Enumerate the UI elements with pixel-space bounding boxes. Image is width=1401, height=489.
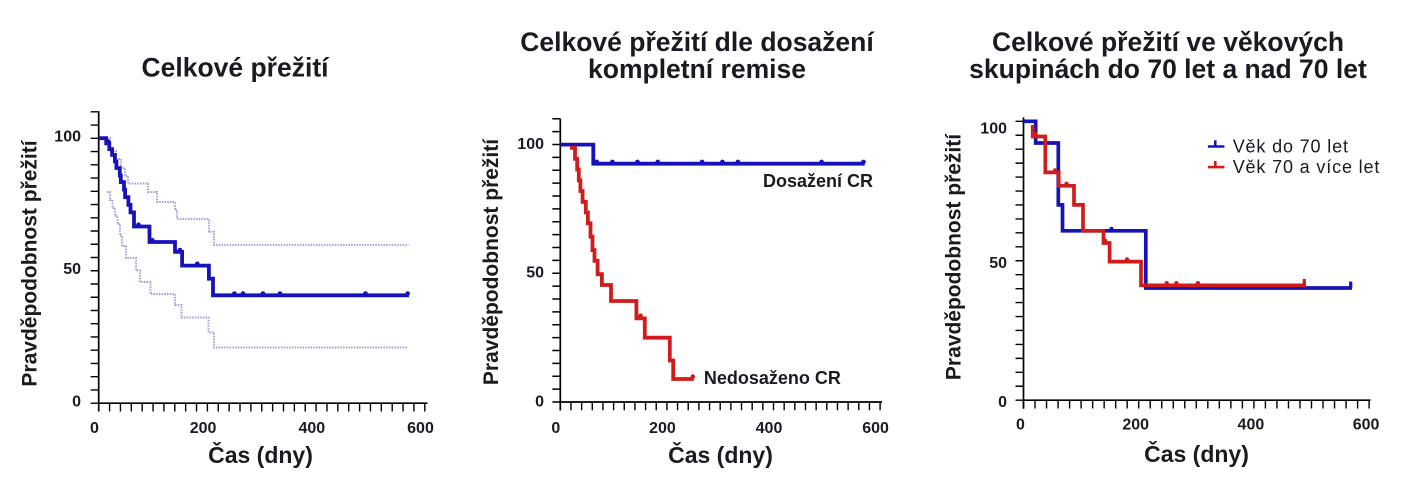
svg-text:Čas (dny): Čas (dny) <box>208 441 313 468</box>
svg-text:100: 100 <box>54 129 81 146</box>
svg-text:Nedosaženo CR: Nedosaženo CR <box>704 368 841 388</box>
svg-text:0: 0 <box>72 393 81 410</box>
svg-text:200: 200 <box>190 420 217 437</box>
svg-text:400: 400 <box>1238 416 1265 433</box>
svg-text:skupinách do 70 let a nad 70 l: skupinách do 70 let a nad 70 let <box>969 54 1367 84</box>
svg-text:Věk 70 a více let: Věk 70 a více let <box>1233 157 1381 177</box>
svg-text:Celkové přežití ve věkových: Celkové přežití ve věkových <box>992 27 1344 57</box>
svg-text:100: 100 <box>980 120 1007 137</box>
svg-text:100: 100 <box>517 136 544 153</box>
svg-text:Dosažení CR: Dosažení CR <box>763 171 873 191</box>
svg-text:Pravděpodobnost přežití: Pravděpodobnost přežití <box>943 133 966 380</box>
svg-text:kompletní remise: kompletní remise <box>588 54 806 84</box>
svg-text:600: 600 <box>862 420 889 437</box>
svg-text:200: 200 <box>1122 416 1149 433</box>
svg-text:0: 0 <box>1016 416 1025 433</box>
svg-text:0: 0 <box>551 420 560 437</box>
svg-text:Celkové přežití dle dosažení: Celkové přežití dle dosažení <box>520 27 875 57</box>
svg-text:600: 600 <box>407 420 434 437</box>
svg-text:200: 200 <box>649 420 676 437</box>
svg-text:0: 0 <box>998 394 1007 411</box>
svg-text:Pravděpodobnost přežití: Pravděpodobnost přežití <box>18 139 41 386</box>
svg-text:Čas (dny): Čas (dny) <box>668 441 773 468</box>
svg-text:600: 600 <box>1353 416 1380 433</box>
svg-text:Celkové přežití: Celkové přežití <box>141 53 330 83</box>
svg-text:0: 0 <box>90 420 99 437</box>
svg-text:Věk do 70 let: Věk do 70 let <box>1233 137 1349 157</box>
svg-text:Pravděpodobnost přežití: Pravděpodobnost přežití <box>480 138 503 385</box>
svg-text:400: 400 <box>298 420 325 437</box>
svg-text:400: 400 <box>756 420 783 437</box>
svg-text:Čas (dny): Čas (dny) <box>1144 440 1249 467</box>
svg-text:0: 0 <box>535 393 544 410</box>
svg-text:50: 50 <box>63 261 81 278</box>
svg-text:50: 50 <box>989 255 1007 272</box>
svg-text:50: 50 <box>526 265 544 282</box>
